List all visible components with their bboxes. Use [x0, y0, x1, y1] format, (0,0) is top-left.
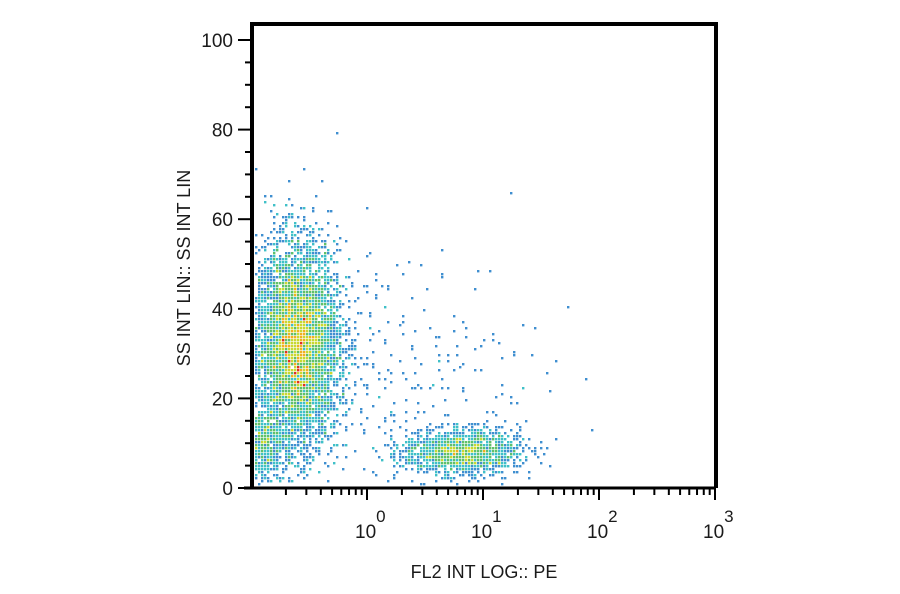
y-axis-title: SS INT LIN:: SS INT LIN [174, 170, 194, 366]
y-tick-label: 0 [222, 479, 233, 500]
y-tick-label: 20 [212, 389, 233, 410]
x-axis-title: FL2 INT LOG:: PE [411, 562, 558, 582]
y-tick-label: 40 [212, 300, 233, 321]
y-axis: 0 20 40 60 80 100 [201, 31, 252, 500]
x-tick-label: 101 [471, 507, 502, 543]
y-tick-label: 80 [212, 121, 233, 142]
x-tick-label: 103 [703, 507, 734, 543]
plot-frame [244, 22, 718, 490]
y-tick-label: 100 [201, 31, 233, 52]
x-tick-label: 100 [355, 507, 386, 543]
x-tick-label: 102 [587, 507, 618, 543]
density-dots [255, 132, 594, 486]
y-tick-label: 60 [212, 210, 233, 231]
x-axis: 100 101 102 103 [284, 488, 734, 543]
